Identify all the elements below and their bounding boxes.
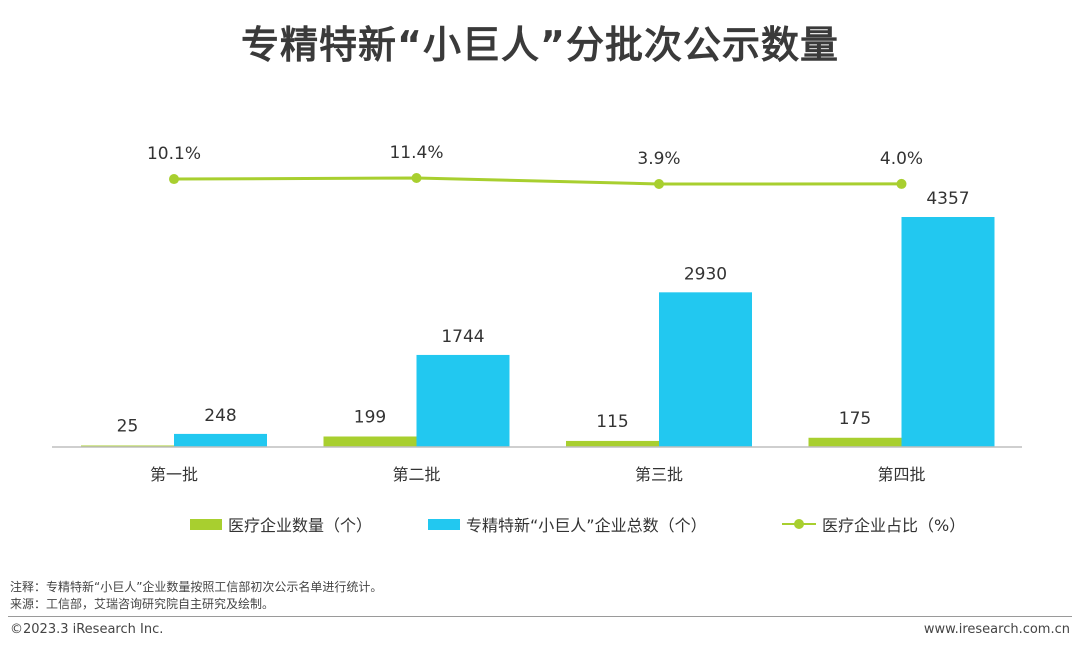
line-label-ratio-3: 3.9% (637, 149, 680, 169)
chart-title: 专精特新“小巨人”分批次公示数量 (241, 23, 839, 67)
bar-label-medical-count-3: 115 (596, 412, 628, 432)
bar-label-total-1: 248 (204, 406, 236, 426)
bar-total-2 (416, 354, 510, 447)
line-point-ratio-4 (896, 178, 907, 189)
line-label-ratio-4: 4.0% (880, 149, 923, 169)
bar-medical-count-2 (323, 436, 417, 447)
legend-label-medical-count: 医疗企业数量（个） (228, 516, 373, 535)
line-point-ratio-2 (411, 173, 422, 183)
x-tick-label-2: 第二批 (392, 465, 440, 484)
line-ratio (173, 176, 902, 186)
legend-label-ratio: 医疗企业占比（%） (822, 516, 966, 535)
bar-label-total-4: 4357 (926, 189, 969, 209)
legend-swatch-total (428, 518, 460, 530)
bar-total-3 (659, 292, 752, 447)
x-tick-label-3: 第三批 (635, 465, 683, 484)
line-point-ratio-3 (654, 179, 664, 189)
x-tick-label-4: 第四批 (877, 465, 925, 484)
legend-swatch-medical-count (190, 518, 222, 530)
footer-divider (8, 616, 1072, 617)
legend: 医疗企业数量（个） 专精特新“小巨人”企业总数（个） 医疗企业占比（%） (0, 512, 1080, 536)
bar-label-total-3: 2930 (684, 264, 727, 284)
line-label-ratio-2: 11.4% (389, 143, 443, 163)
legend-item-total: 专精特新“小巨人”企业总数（个） (428, 512, 707, 536)
footer-website: www.iresearch.com.cn (923, 622, 1070, 637)
x-tick-label-1: 第一批 (150, 465, 198, 484)
bar-total-4 (901, 217, 995, 447)
bar-total-1 (174, 433, 267, 447)
bar-label-medical-count-4: 175 (839, 409, 871, 429)
line-point-ratio-1 (169, 174, 179, 185)
note-text: 注释：专精特新“小巨人”企业数量按照工信部初次公示名单进行统计。 (10, 580, 383, 594)
line-label-ratio-1: 10.1% (147, 144, 201, 164)
legend-label-total: 专精特新“小巨人”企业总数（个） (466, 516, 707, 535)
bar-medical-count-4 (808, 437, 902, 447)
bar-label-medical-count-2: 199 (354, 407, 386, 427)
bar-label-total-2: 1744 (441, 327, 484, 347)
legend-line-ratio (782, 519, 816, 529)
legend-item-ratio: 医疗企业占比（%） (782, 512, 965, 536)
source-text: 来源：工信部，艾瑞咨询研究院自主研究及绘制。 (10, 597, 275, 611)
footer-copyright: ©2023.3 iResearch Inc. (10, 622, 164, 637)
bar-medical-count-3 (566, 440, 659, 447)
legend-item-medical-count: 医疗企业数量（个） (190, 512, 372, 536)
bar-label-medical-count-1: 25 (117, 417, 139, 437)
